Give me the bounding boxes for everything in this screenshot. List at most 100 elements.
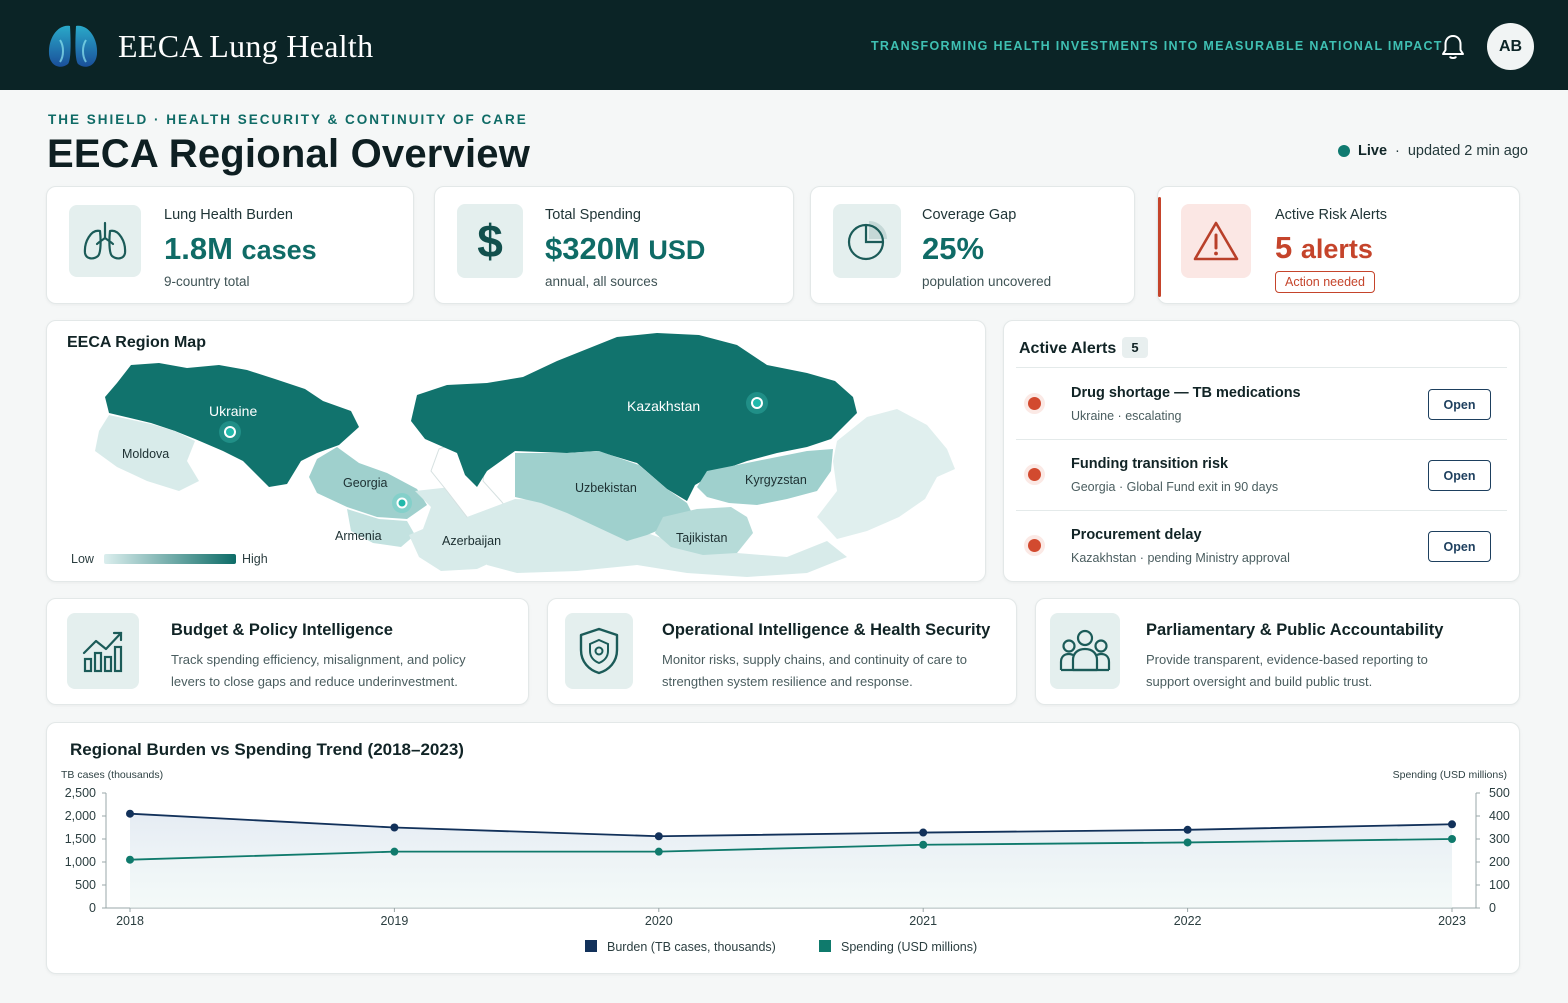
data-point[interactable]	[1183, 825, 1192, 834]
alerts-count-badge: 5	[1122, 337, 1148, 358]
label-kyrgyzstan: Kyrgyzstan	[745, 473, 807, 487]
kpi-number: 5	[1275, 230, 1293, 265]
intel-card-budget[interactable]: Budget & Policy Intelligence Track spend…	[46, 598, 529, 705]
kpi-unit: alerts	[1300, 234, 1373, 264]
dollar-icon: $	[457, 204, 523, 278]
legend-swatch	[585, 940, 597, 952]
kpi-label: Lung Health Burden	[164, 207, 293, 223]
open-alert-button[interactable]: Open	[1428, 531, 1491, 562]
country-kyrgyzstan[interactable]	[697, 449, 833, 505]
data-point[interactable]	[654, 832, 663, 841]
kpi-card-alerts[interactable]: Active Risk Alerts 5 alerts Action neede…	[1157, 186, 1520, 304]
legend-gradient	[104, 554, 236, 564]
country-moldova[interactable]	[95, 415, 199, 491]
data-point[interactable]	[919, 840, 928, 849]
alert-country: Kazakhstan	[1071, 551, 1137, 565]
kpi-card-burden[interactable]: Lung Health Burden 1.8M cases 9-country …	[46, 186, 414, 304]
kpi-unit: cases	[241, 235, 317, 265]
label-azerbaijan: Azerbaijan	[442, 534, 501, 548]
data-point[interactable]	[390, 823, 399, 832]
series-line-1	[129, 838, 1453, 861]
hotspot-kazakhstan[interactable]	[746, 392, 768, 414]
intel-card-accountability[interactable]: Parliamentary & Public Accountability Pr…	[1035, 598, 1520, 705]
label-armenia: Armenia	[335, 529, 382, 543]
kpi-card-coverage[interactable]: Coverage Gap 25% population uncovered	[810, 186, 1135, 304]
dollar-glyph: $	[477, 215, 503, 267]
section-eyebrow: THE SHIELD · HEALTH SECURITY & CONTINUIT…	[48, 112, 528, 127]
alert-title: Funding transition risk	[1071, 456, 1229, 472]
intel-title: Parliamentary & Public Accountability	[1146, 621, 1444, 639]
hotspot-ukraine[interactable]	[219, 421, 241, 443]
alert-dot-icon	[1028, 539, 1041, 552]
action-needed-badge[interactable]: Action needed	[1275, 271, 1375, 293]
active-alerts-card: Active Alerts 5 Drug shortage — TB medic…	[1003, 320, 1520, 582]
top-bar: EECA Lung Health TRANSFORMING HEALTH INV…	[0, 0, 1568, 90]
right-tick-label: 200	[1489, 855, 1510, 869]
country-tajikistan[interactable]	[655, 507, 753, 555]
alert-title: Procurement delay	[1071, 527, 1202, 543]
kpi-unit: USD	[648, 235, 706, 265]
label-kazakhstan: Kazakhstan	[627, 398, 700, 414]
data-point[interactable]	[126, 855, 134, 864]
warning-icon	[1181, 204, 1251, 278]
right-tick-label: 0	[1489, 901, 1496, 915]
data-point[interactable]	[1183, 838, 1192, 847]
avatar[interactable]: AB	[1487, 23, 1534, 70]
country-armenia[interactable]	[347, 509, 415, 547]
open-alert-button[interactable]: Open	[1428, 389, 1491, 420]
alert-title: Drug shortage — TB medications	[1071, 385, 1301, 401]
data-point[interactable]	[390, 847, 399, 856]
hotspot-georgia[interactable]	[392, 493, 412, 513]
alert-country: Ukraine	[1071, 409, 1115, 423]
label-uzbekistan: Uzbekistan	[575, 481, 637, 495]
brand[interactable]: EECA Lung Health	[46, 20, 373, 72]
alert-row[interactable]: Procurement delay Kazakhstan · pending M…	[1016, 519, 1507, 579]
country-kazakhstan[interactable]	[411, 333, 857, 501]
alert-detail: escalating	[1125, 409, 1182, 423]
data-point[interactable]	[654, 847, 663, 856]
kpi-value: 5 alerts	[1275, 230, 1373, 266]
lungs-icon	[69, 205, 141, 277]
open-alert-button[interactable]: Open	[1428, 460, 1491, 491]
trend-chart: 0 500 1,000 1,500 2,000 2,500 0 100 200 300 400 500…	[65, 786, 1510, 954]
shield-icon	[565, 613, 633, 689]
data-point[interactable]	[1448, 835, 1456, 843]
region-map-card: EECA Region Map	[46, 320, 986, 582]
alert-meta: Georgia · Global Fund exit in 90 days	[1071, 480, 1279, 494]
lungs-logo-icon	[48, 25, 98, 67]
right-tick-label: 500	[1489, 786, 1510, 800]
label-georgia: Georgia	[343, 476, 388, 490]
label-ukraine: Ukraine	[209, 403, 257, 419]
bell-icon[interactable]	[1440, 33, 1466, 61]
left-tick-label: 500	[75, 878, 96, 892]
page-title: EECA Regional Overview	[47, 132, 531, 176]
left-tick-label: 1,000	[65, 855, 96, 869]
kpi-card-spending[interactable]: $ Total Spending $320M USD annual, all s…	[434, 186, 794, 304]
legend-label: Spending (USD millions)	[841, 940, 977, 954]
chart-title: Regional Burden vs Spending Trend (2018–…	[70, 740, 464, 759]
data-point[interactable]	[1448, 820, 1456, 829]
legend-label: Burden (TB cases, thousands)	[607, 940, 776, 954]
x-tick-label: 2018	[116, 914, 144, 928]
alert-row[interactable]: Funding transition risk Georgia · Global…	[1016, 448, 1507, 508]
bar-chart-icon	[67, 613, 139, 689]
left-axis-title: TB cases (thousands)	[61, 769, 164, 781]
alert-dot-icon	[1028, 397, 1041, 410]
country-uzbekistan[interactable]	[515, 451, 695, 541]
series-line-0	[129, 812, 1453, 838]
legend-low: Low	[71, 552, 94, 566]
legend-high: High	[242, 552, 268, 566]
alert-detail: pending Ministry approval	[1147, 551, 1290, 565]
region-map: Ukraine Moldova Georgia Armenia Azerbaij…	[95, 333, 955, 577]
kpi-sub: 9-country total	[164, 274, 250, 289]
data-point[interactable]	[919, 828, 928, 837]
label-tajikistan: Tajikistan	[676, 531, 727, 545]
alert-country: Georgia	[1071, 480, 1116, 494]
alert-row[interactable]: Drug shortage — TB medications Ukraine ·…	[1016, 377, 1507, 437]
burden-area	[130, 813, 1452, 908]
updated-time: updated 2 min ago	[1407, 143, 1528, 159]
right-tick-label: 400	[1489, 809, 1510, 823]
intel-card-operational[interactable]: Operational Intelligence & Health Securi…	[547, 598, 1017, 705]
data-point[interactable]	[126, 809, 134, 818]
country-ukraine[interactable]	[105, 363, 359, 487]
